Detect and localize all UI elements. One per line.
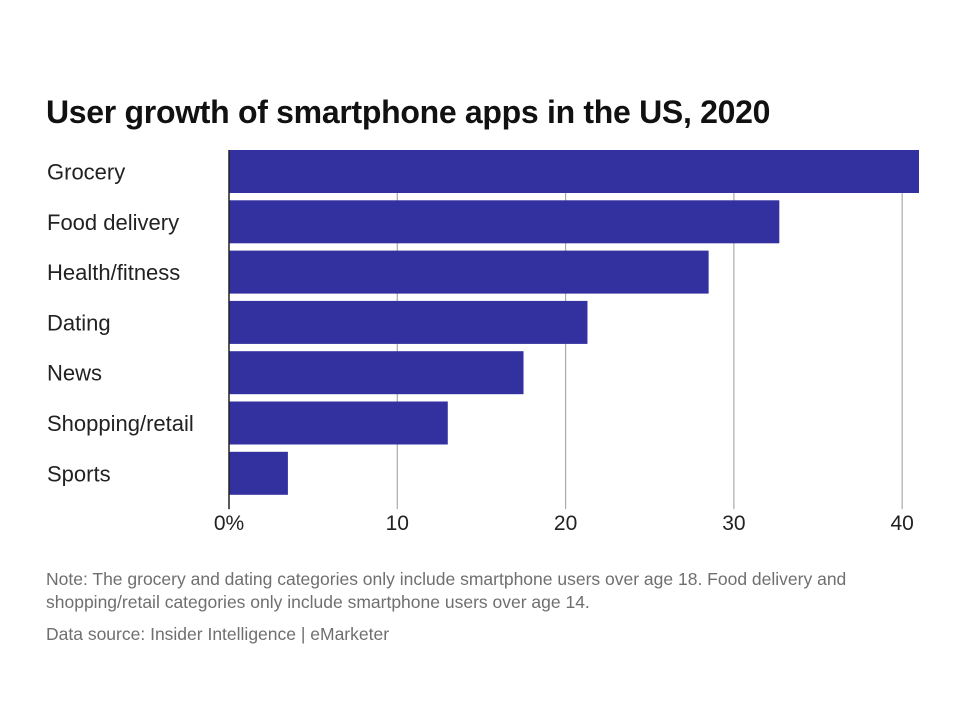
bars	[229, 150, 919, 495]
category-label-food-delivery: Food delivery	[47, 210, 179, 235]
category-label-dating: Dating	[47, 310, 111, 335]
x-tick-label-40: 40	[890, 512, 913, 535]
x-tick-label-20: 20	[554, 512, 577, 535]
bar-health-fitness	[229, 250, 709, 294]
x-tick-label-0: 0%	[214, 512, 244, 535]
data-source: Data source: Insider Intelligence | eMar…	[46, 624, 390, 644]
category-labels: Grocery Food delivery Health/fitness Dating…	[47, 160, 194, 487]
bar-food-delivery	[229, 200, 780, 244]
category-label-grocery: Grocery	[47, 160, 125, 185]
x-tick-labels: 0% 10 20 30 40	[214, 512, 914, 535]
bar-sports	[229, 451, 288, 495]
bar-grocery	[229, 150, 919, 193]
bar-news	[229, 351, 524, 395]
chart-note: Note: The grocery and dating categories …	[46, 569, 847, 612]
chart-title: User growth of smartphone apps in the US…	[46, 94, 771, 130]
x-tick-label-30: 30	[722, 512, 745, 535]
category-label-shopping-retail: Shopping/retail	[47, 411, 194, 436]
category-label-sports: Sports	[47, 461, 111, 486]
bar-shopping-retail	[229, 401, 448, 445]
bar-dating	[229, 300, 588, 344]
x-tick-label-10: 10	[386, 512, 409, 535]
category-label-news: News	[47, 361, 102, 386]
category-label-health-fitness: Health/fitness	[47, 260, 180, 285]
